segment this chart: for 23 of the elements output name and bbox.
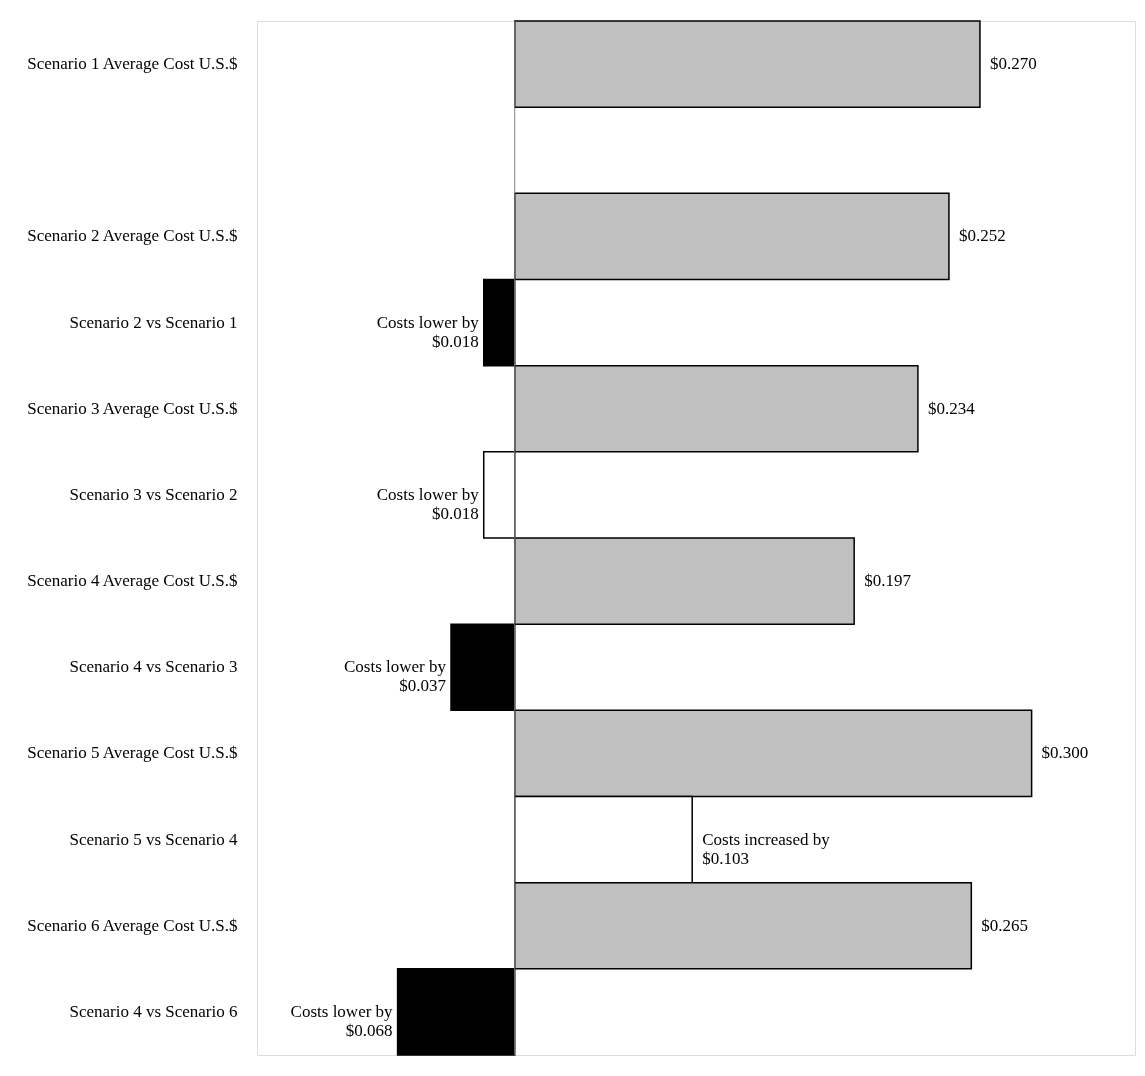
y-tick-label: Scenario 3 vs Scenario 2 bbox=[69, 484, 238, 504]
data-label: Costs increased by $0.103 bbox=[702, 829, 831, 868]
data-label: Costs lower by $0.018 bbox=[376, 484, 480, 523]
y-tick-label: Scenario 3 Average Cost U.S.$ bbox=[27, 398, 238, 418]
data-label: $0.300 bbox=[1041, 743, 1089, 763]
data-label: $0.252 bbox=[958, 226, 1006, 246]
data-label: $0.265 bbox=[981, 915, 1029, 935]
data-label: Costs lower by $0.037 bbox=[344, 657, 447, 696]
y-tick-label: Scenario 5 vs Scenario 4 bbox=[69, 829, 238, 849]
y-tick-label: Scenario 6 Average Cost U.S.$ bbox=[27, 915, 238, 935]
data-label: $0.270 bbox=[989, 54, 1037, 74]
y-tick-label: Scenario 4 Average Cost U.S.$ bbox=[27, 571, 238, 591]
y-tick-label: Scenario 2 Average Cost U.S.$ bbox=[27, 226, 238, 246]
data-label: $0.197 bbox=[864, 571, 912, 591]
data-label: Costs lower by $0.068 bbox=[290, 1001, 394, 1040]
y-tick-label: Scenario 4 vs Scenario 6 bbox=[69, 1001, 238, 1021]
y-tick-label: Scenario 1 Average Cost U.S.$ bbox=[27, 54, 238, 74]
y-tick-label: Scenario 2 vs Scenario 1 bbox=[69, 312, 238, 332]
data-label: Costs lower by $0.018 bbox=[376, 312, 480, 351]
data-label: $0.234 bbox=[927, 398, 976, 418]
bar bbox=[514, 20, 981, 108]
y-tick-label: Scenario 5 Average Cost U.S.$ bbox=[27, 743, 238, 763]
y-tick-label: Scenario 4 vs Scenario 3 bbox=[69, 657, 238, 677]
